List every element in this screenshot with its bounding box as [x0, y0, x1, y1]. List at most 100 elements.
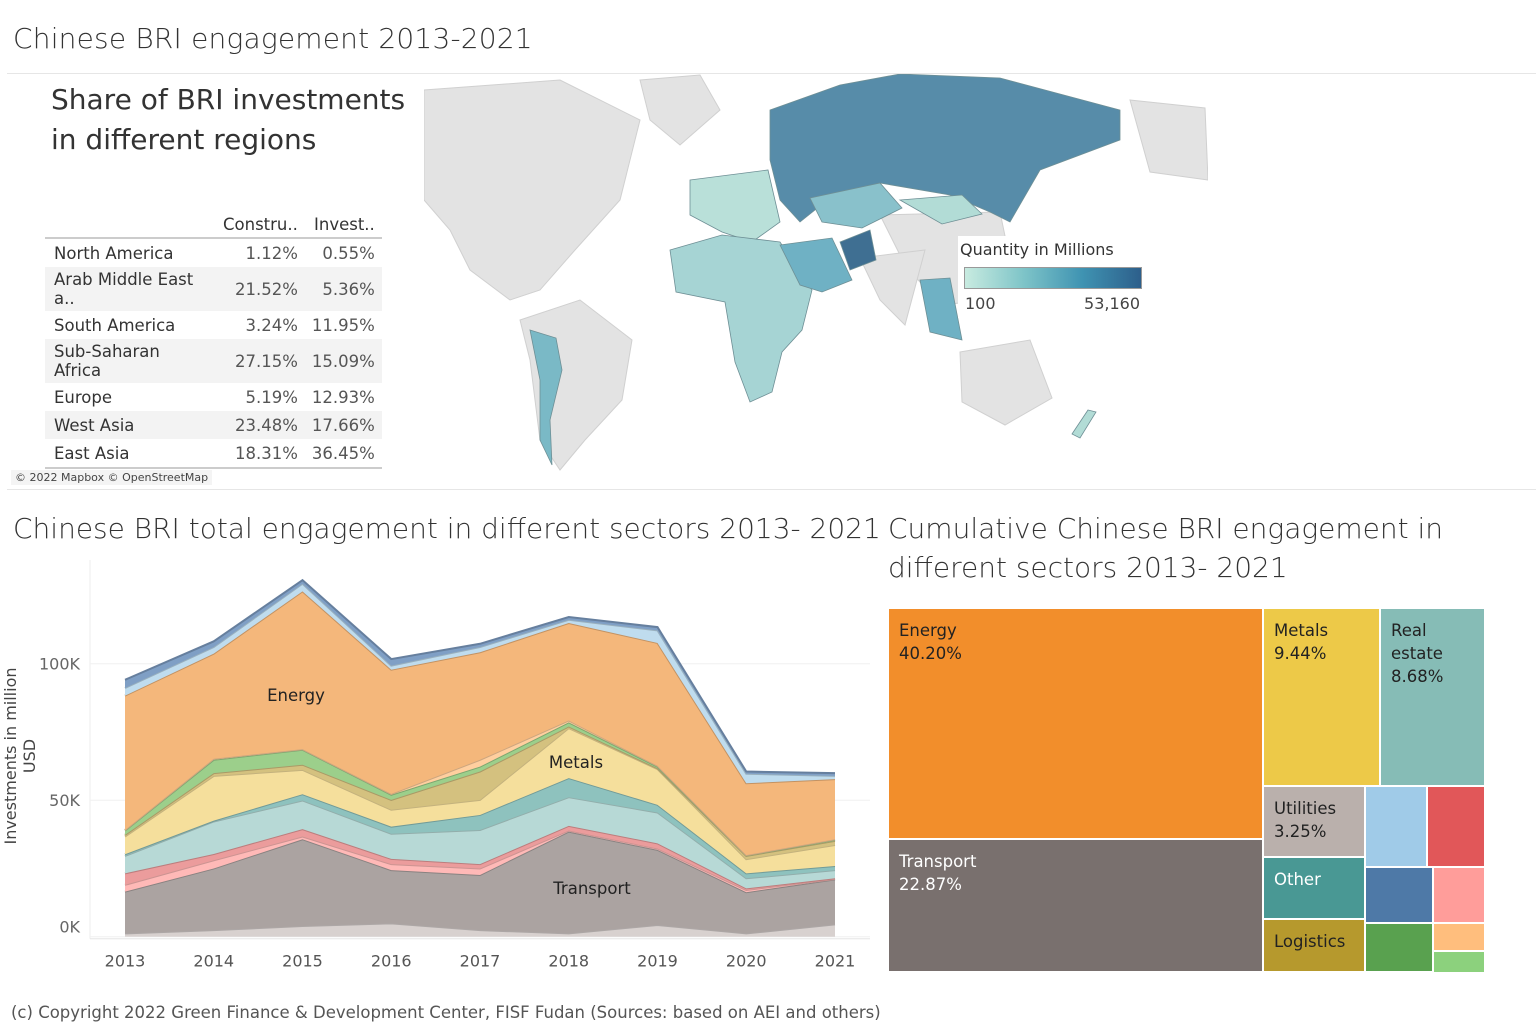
area-series-12[interactable]	[125, 580, 835, 776]
investment-share: 36.45%	[304, 439, 382, 469]
treemap-title: Cumulative Chinese BRI engagement in dif…	[888, 512, 1444, 584]
treemap-cell-other[interactable]: Other	[1263, 857, 1365, 919]
treemap-cell[interactable]	[1365, 923, 1433, 972]
treemap-cell-real-estate[interactable]: Real estate 8.68%	[1380, 608, 1485, 786]
map-australia[interactable]	[959, 339, 1053, 426]
map-attribution[interactable]: © 2022 Mapbox © OpenStreetMap	[11, 470, 213, 485]
treemap-cell-label: Energy	[899, 621, 957, 640]
region-name: North America	[54, 243, 174, 263]
treemap-cell-metals[interactable]: Metals 9.44%	[1263, 608, 1380, 786]
treemap-cell-label: Metals	[1274, 621, 1329, 640]
map-south-america[interactable]	[519, 299, 633, 471]
area-series-7[interactable]	[125, 726, 835, 860]
regions-title: Share of BRI investments in different re…	[51, 83, 406, 156]
map-europe[interactable]	[689, 169, 781, 243]
treemap-cell-label: Utilities	[1274, 799, 1337, 818]
table-row[interactable]: North America 1.12% 0.55%	[45, 238, 382, 267]
treemap-cell-share: 22.87%	[899, 875, 962, 894]
treemap-cell[interactable]	[1433, 867, 1485, 923]
treemap-cell-label: Other	[1274, 870, 1321, 889]
region-name: Europe	[54, 387, 113, 407]
treemap-cell[interactable]	[1365, 867, 1433, 923]
table-row[interactable]: Europe 5.19% 12.93%	[45, 383, 382, 411]
map-mongolia[interactable]	[898, 194, 983, 225]
construction-share: 27.15%	[216, 339, 305, 383]
x-tick-label: 2018	[548, 952, 589, 971]
region-name: Arab Middle East a..	[45, 267, 216, 311]
y-tick-label: 100K	[39, 655, 81, 674]
region-name: West Asia	[45, 411, 216, 439]
x-tick-label: 2014	[193, 952, 234, 971]
series-label-energy: Energy	[267, 686, 325, 705]
map-peru-chile[interactable]	[529, 329, 563, 466]
area-series-8[interactable]	[125, 722, 835, 856]
investment-share: 15.09%	[304, 339, 382, 383]
treemap-cell-utilities[interactable]: Utilities 3.25%	[1263, 786, 1365, 857]
table-header: Constru.. Invest..	[45, 213, 382, 239]
map-alaska[interactable]	[1129, 99, 1208, 181]
y-tick-label: 0K	[59, 918, 80, 937]
treemap-cell-share: 9.44%	[1274, 644, 1327, 663]
x-tick-label: 2019	[637, 952, 678, 971]
construction-share: 3.24%	[245, 315, 298, 335]
regions-table: Constru.. Invest.. North America 1.12% 0.5…	[45, 213, 382, 469]
copyright-footer: (c) Copyright 2022 Green Finance & Devel…	[11, 1003, 881, 1022]
treemap-cell[interactable]	[1433, 923, 1485, 951]
x-tick-label: 2021	[815, 952, 856, 971]
column-header-construction[interactable]: Constru..	[216, 213, 305, 239]
series-label-transport: Transport	[552, 879, 631, 898]
construction-share: 1.12%	[245, 243, 298, 263]
table-row[interactable]: West Asia 23.48% 17.66%	[45, 411, 382, 439]
map-new-zealand[interactable]	[1071, 409, 1097, 439]
table-row[interactable]: South America 3.24% 11.95%	[45, 311, 382, 339]
world-choropleth-map[interactable]	[424, 74, 1208, 474]
map-middle-east[interactable]	[779, 237, 853, 293]
map-north-america[interactable]	[424, 79, 641, 301]
region-name: Sub-Saharan Africa	[45, 339, 216, 383]
treemap-cell[interactable]	[1433, 951, 1485, 973]
map-greenland[interactable]	[639, 74, 721, 146]
table-row[interactable]: Sub-Saharan Africa 27.15% 15.09%	[45, 339, 382, 383]
region-name: South America	[54, 315, 176, 335]
x-tick-label: 2016	[371, 952, 412, 971]
area-series-11[interactable]	[125, 583, 835, 784]
table-row[interactable]: Arab Middle East a.. 21.52% 5.36%	[45, 267, 382, 311]
legend-min: 100	[965, 294, 996, 313]
map-pakistan[interactable]	[839, 229, 877, 271]
area-series-transport[interactable]	[125, 831, 835, 934]
column-header-region	[45, 213, 216, 239]
map-southeast-asia[interactable]	[919, 277, 963, 341]
map-india[interactable]	[859, 249, 926, 326]
treemap-cell-share: 8.68%	[1391, 667, 1444, 686]
area-series-edge	[124, 578, 836, 775]
treemap-cell[interactable]	[1427, 786, 1485, 867]
investment-share: 5.36%	[304, 267, 382, 311]
map-russia[interactable]	[769, 74, 1121, 223]
investment-share: 11.95%	[311, 315, 375, 335]
area-series-energy[interactable]	[125, 591, 835, 856]
map-color-legend: Quantity in Millions 100 53,160	[958, 236, 1148, 318]
area-chart-title: Chinese BRI total engagement in differen…	[13, 512, 881, 545]
treemap-cell-logistics[interactable]: Logistics	[1263, 919, 1365, 972]
investment-share: 17.66%	[304, 411, 382, 439]
map-kazakhstan[interactable]	[809, 182, 903, 229]
x-tick-label: 2017	[460, 952, 501, 971]
map-africa[interactable]	[669, 234, 813, 403]
area-series-5[interactable]	[125, 778, 835, 879]
regions-map-panel	[7, 73, 1536, 490]
stacked-area-chart[interactable]: 0K 50K 100K 2013 2014 2015 2016 2017 2018 2019 202…	[0, 555, 880, 985]
treemap-cell-label: Real estate	[1391, 621, 1443, 663]
area-series-4[interactable]	[125, 797, 835, 889]
investment-share: 0.55%	[322, 243, 375, 263]
construction-share: 18.31%	[216, 439, 305, 469]
construction-share: 23.48%	[216, 411, 305, 439]
table-row[interactable]: East Asia 18.31% 36.45%	[45, 439, 382, 469]
column-header-investment[interactable]: Invest..	[304, 213, 382, 239]
construction-share: 21.52%	[216, 267, 305, 311]
treemap-cell[interactable]	[1365, 786, 1427, 867]
construction-share: 5.19%	[245, 387, 298, 407]
treemap-cell-transport[interactable]: Transport 22.87%	[888, 839, 1263, 972]
x-tick-label: 2015	[282, 952, 323, 971]
treemap-cell-energy[interactable]: Energy 40.20%	[888, 608, 1263, 839]
y-tick-label: 50K	[49, 791, 80, 810]
